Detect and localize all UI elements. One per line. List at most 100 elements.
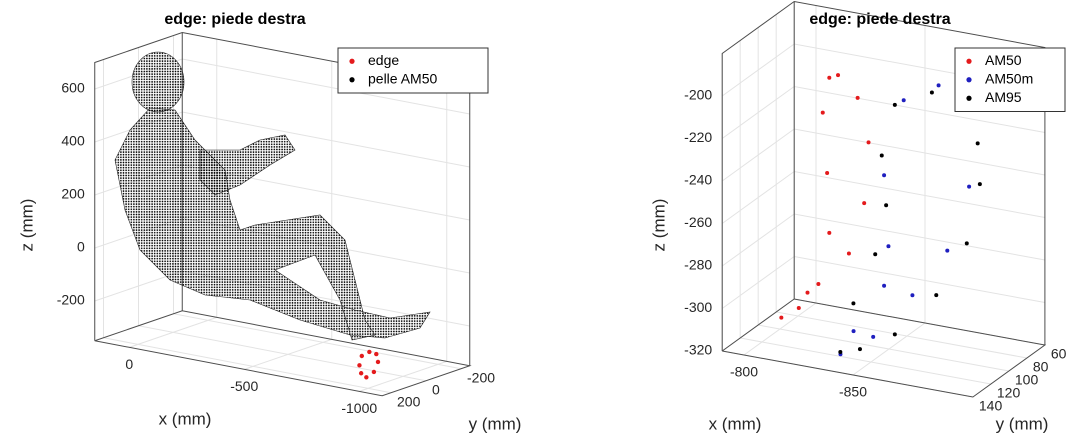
data-point bbox=[886, 244, 891, 249]
data-point bbox=[975, 141, 980, 146]
data-point bbox=[359, 353, 364, 359]
data-point bbox=[779, 315, 784, 320]
z-tick-label: -260 bbox=[684, 214, 712, 230]
data-point bbox=[855, 95, 860, 100]
data-point bbox=[851, 301, 856, 306]
z-tick-label: 0 bbox=[77, 239, 85, 255]
z-tick-label: 200 bbox=[61, 186, 85, 202]
x-grid-line bbox=[359, 83, 448, 392]
x-axis-label: x (mm) bbox=[159, 409, 212, 428]
data-point bbox=[838, 349, 843, 354]
body bbox=[114, 107, 431, 341]
axes-right bbox=[721, 0, 1047, 398]
x-tick-label: -800 bbox=[730, 364, 758, 380]
data-point bbox=[910, 293, 915, 298]
points-left bbox=[357, 349, 381, 380]
head bbox=[131, 51, 185, 113]
data-point bbox=[816, 282, 821, 286]
z-tick-label: -240 bbox=[684, 172, 712, 188]
legend-marker bbox=[966, 77, 972, 83]
z-tick-label: -320 bbox=[684, 342, 712, 358]
y-tick-label: 120 bbox=[997, 385, 1021, 401]
data-point bbox=[879, 153, 884, 158]
data-point bbox=[929, 90, 934, 95]
x-tick-label: 0 bbox=[125, 356, 133, 372]
data-point bbox=[866, 140, 871, 145]
data-point bbox=[964, 241, 969, 246]
data-point bbox=[901, 98, 906, 103]
z-grid-line bbox=[721, 170, 1045, 224]
data-point bbox=[374, 351, 379, 357]
data-point bbox=[827, 75, 832, 80]
z-tick-label: 400 bbox=[61, 133, 85, 149]
data-point bbox=[825, 170, 830, 175]
data-point bbox=[805, 290, 810, 295]
data-point bbox=[846, 251, 851, 256]
x-tick-label: -850 bbox=[839, 384, 867, 400]
data-point bbox=[945, 248, 950, 253]
data-point bbox=[367, 349, 372, 355]
z-tick-label: -300 bbox=[684, 299, 712, 315]
y-tick-label: -200 bbox=[467, 369, 495, 385]
data-point bbox=[796, 306, 801, 311]
y-tick-label: 60 bbox=[1051, 346, 1067, 362]
data-point bbox=[892, 102, 897, 107]
skin-point-cloud bbox=[114, 51, 431, 341]
x-tick-label: -1000 bbox=[341, 400, 377, 416]
z-axis-label: z (mm) bbox=[17, 199, 36, 252]
legend-marker bbox=[966, 58, 972, 64]
data-point bbox=[936, 83, 941, 88]
z-tick-label: -200 bbox=[684, 87, 712, 103]
data-point bbox=[862, 201, 867, 206]
chart-title: edge: piede destra bbox=[164, 11, 305, 28]
z-tick-label: -200 bbox=[57, 292, 85, 308]
z-grid-line bbox=[721, 213, 1045, 267]
labels: -200 0 200 400 600 0 -500 -1000 200 0 -200 edge: pi… bbox=[17, 11, 1066, 433]
z-tick-label: 600 bbox=[61, 80, 85, 96]
legend-marker bbox=[349, 58, 355, 64]
y-tick-label: 80 bbox=[1033, 359, 1049, 375]
data-point bbox=[882, 173, 887, 178]
y-tick-label: 100 bbox=[1015, 372, 1039, 388]
data-point bbox=[820, 110, 825, 115]
data-point bbox=[836, 73, 841, 78]
z-grid-line bbox=[721, 255, 1045, 309]
data-point bbox=[884, 203, 889, 208]
data-point bbox=[857, 347, 862, 352]
z-axis-label: z (mm) bbox=[649, 199, 668, 252]
data-point bbox=[358, 371, 364, 376]
data-point bbox=[357, 363, 362, 368]
legend-label: AM95 bbox=[985, 89, 1022, 105]
legend-marker bbox=[966, 95, 972, 101]
arms bbox=[199, 134, 296, 196]
legend-box bbox=[337, 47, 489, 94]
chart-title: edge: piede destra bbox=[809, 11, 950, 28]
data-point bbox=[967, 184, 972, 189]
y-tick-label: 0 bbox=[432, 381, 440, 397]
data-point bbox=[934, 293, 939, 298]
data-point bbox=[364, 375, 369, 380]
data-point bbox=[977, 182, 982, 187]
legend-label: pelle AM50 bbox=[368, 70, 437, 86]
x-axis-label: x (mm) bbox=[709, 414, 762, 433]
data-point bbox=[375, 359, 381, 365]
data-point bbox=[882, 283, 887, 288]
z-tick-label: -280 bbox=[684, 257, 712, 273]
data-point bbox=[871, 334, 876, 339]
legend-label: AM50m bbox=[985, 70, 1033, 86]
y-grid-line bbox=[721, 53, 973, 398]
legend-label: edge bbox=[368, 52, 399, 68]
legend-marker bbox=[349, 77, 355, 83]
legend-label: AM50 bbox=[985, 52, 1022, 68]
y-axis-label: y (mm) bbox=[469, 414, 522, 433]
data-point bbox=[873, 252, 878, 257]
y-axis-label: y (mm) bbox=[996, 414, 1049, 433]
x-tick-label: -500 bbox=[230, 378, 258, 394]
data-point bbox=[851, 329, 856, 334]
y-grid-line bbox=[739, 40, 991, 385]
y-tick-label: 140 bbox=[979, 398, 1003, 414]
data-point bbox=[892, 332, 897, 337]
x-grid-line bbox=[743, 5, 817, 356]
legend-box bbox=[954, 47, 1066, 112]
